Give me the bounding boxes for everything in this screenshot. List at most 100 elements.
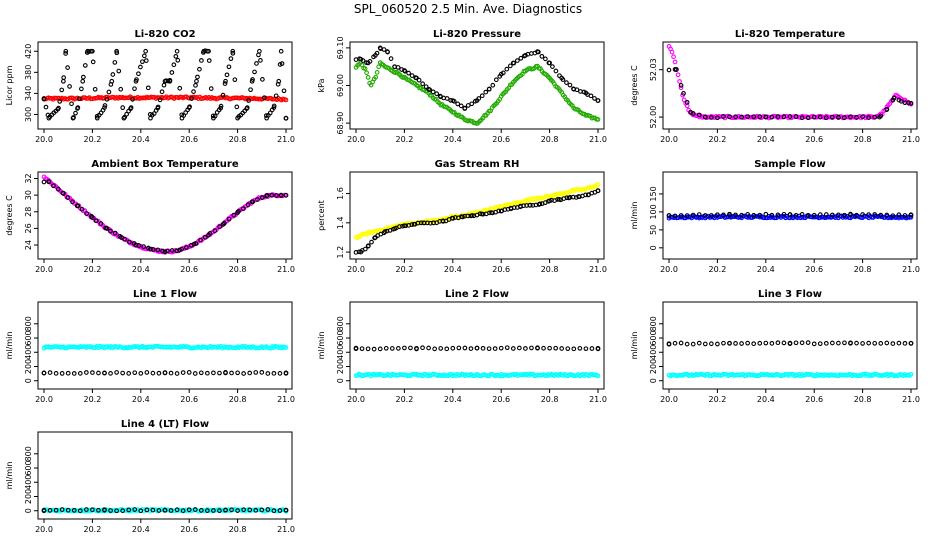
data-point: [171, 62, 177, 68]
data-point: [708, 115, 714, 120]
data-point: [677, 79, 682, 84]
data-point: [278, 192, 284, 198]
y-axis-label: ml/min: [630, 202, 639, 230]
y-tick-label: 200: [24, 359, 33, 374]
data-point: [211, 370, 216, 376]
data-point: [235, 508, 240, 513]
y-tick-label: 300: [24, 107, 33, 122]
data-point: [275, 81, 281, 87]
series-secondary: [666, 340, 914, 347]
data-point: [226, 216, 232, 222]
data-point: [493, 77, 499, 83]
data-point: [817, 341, 823, 347]
data-point: [79, 206, 85, 212]
data-point: [260, 77, 265, 82]
data-point: [721, 212, 726, 218]
x-tick-label: 20.2: [708, 265, 726, 274]
y-tick-label: 69.10: [336, 36, 345, 59]
data-point: [702, 341, 708, 347]
data-point: [523, 53, 528, 58]
data-point: [205, 370, 210, 376]
data-point: [787, 340, 793, 346]
data-point: [217, 224, 222, 230]
data-point: [132, 370, 138, 376]
series-secondary: [41, 507, 289, 514]
series-secondary: [41, 48, 289, 121]
data-point: [70, 199, 75, 205]
y-tick-label: 150: [649, 186, 658, 201]
data-point: [823, 115, 829, 121]
x-tick-label: 20.8: [229, 135, 247, 144]
data-point: [781, 211, 787, 217]
data-point: [84, 211, 90, 216]
data-point: [468, 346, 474, 351]
data-point: [82, 63, 88, 68]
y-tick-label: 800: [24, 316, 33, 331]
data-point: [805, 115, 811, 121]
x-tick-label: 20.4: [132, 525, 150, 534]
data-point: [182, 344, 188, 349]
data-point: [283, 507, 289, 513]
data-point: [61, 78, 66, 84]
data-point: [180, 508, 186, 513]
data-point: [162, 249, 168, 255]
data-point: [222, 81, 228, 86]
data-point: [860, 341, 865, 346]
data-point: [373, 235, 378, 240]
data-point: [480, 345, 486, 351]
data-point: [192, 371, 198, 376]
y-axis-label: ml/min: [5, 332, 14, 360]
data-point: [121, 115, 127, 121]
data-point: [854, 115, 859, 120]
plot-frame: [662, 171, 918, 260]
data-point: [177, 85, 183, 91]
data-point: [211, 115, 216, 121]
data-point: [358, 249, 364, 255]
data-point: [733, 212, 738, 218]
data-point: [518, 204, 523, 210]
data-point: [836, 340, 841, 346]
data-point: [61, 191, 66, 196]
data-point: [374, 70, 380, 75]
data-point: [259, 507, 265, 513]
x-tick-label: 20.4: [444, 135, 462, 144]
x-tick-label: 20.2: [395, 265, 413, 274]
data-point: [757, 114, 763, 119]
data-point: [848, 114, 853, 120]
data-point: [281, 88, 287, 94]
data-point: [842, 115, 847, 120]
data-point: [108, 371, 113, 376]
data-point: [365, 60, 371, 66]
data-point: [431, 220, 436, 226]
data-point: [41, 96, 47, 102]
data-point: [444, 96, 450, 101]
data-point: [595, 188, 601, 193]
y-tick-label: 0: [24, 378, 33, 383]
y-tick-label: 0: [649, 378, 658, 383]
data-point: [256, 52, 261, 58]
data-point: [474, 98, 480, 103]
data-point: [169, 248, 175, 253]
data-point: [90, 59, 96, 65]
data-point: [120, 370, 125, 376]
data-point: [79, 86, 84, 92]
x-tick-label: 20.0: [347, 135, 365, 144]
data-point: [383, 345, 389, 351]
data-point: [507, 63, 513, 69]
data-point: [358, 56, 364, 62]
data-point: [369, 239, 374, 245]
data-point: [255, 197, 260, 202]
data-point: [498, 71, 504, 77]
data-point: [672, 340, 678, 346]
data-point: [860, 212, 865, 217]
data-point: [541, 345, 546, 351]
y-tick-label: 26: [24, 223, 33, 233]
data-point: [583, 90, 589, 96]
data-point: [193, 83, 198, 88]
y-axis-label: Licor ppm: [5, 65, 14, 105]
data-point: [276, 78, 282, 84]
data-point: [769, 340, 775, 346]
panel-gas-stream-rh: Gas Stream RH percent 20.0 20.2 20.4 20.6 20.8…: [317, 159, 607, 274]
data-point: [402, 223, 407, 229]
data-point: [576, 194, 581, 199]
